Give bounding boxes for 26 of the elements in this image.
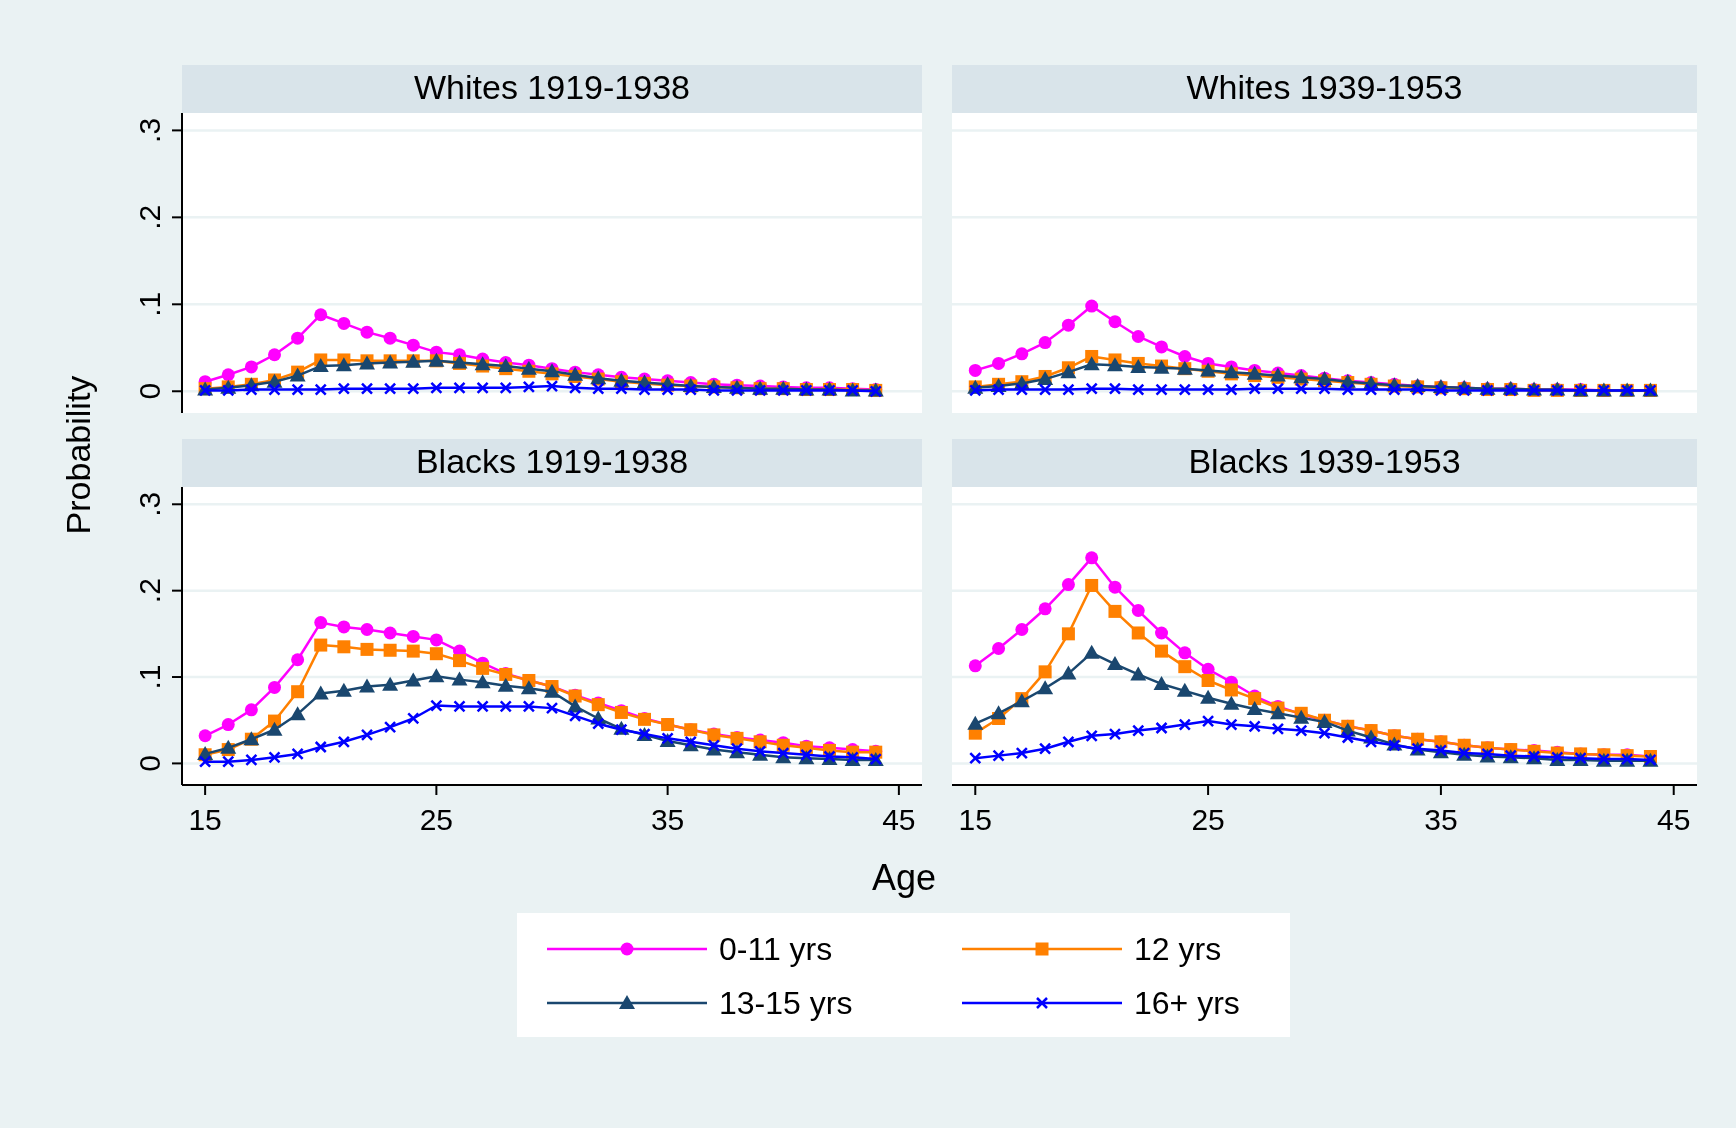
legend-label: 12 yrs xyxy=(1134,931,1222,967)
x-tick-label: 25 xyxy=(419,803,454,836)
x-tick-label: 25 xyxy=(1191,803,1225,836)
x-axis-title: Age xyxy=(871,857,937,898)
x-tick-label: 35 xyxy=(650,803,685,836)
y-tick-label: .3 xyxy=(133,491,166,517)
y-tick-label: .2 xyxy=(133,204,166,230)
legend-label: 13-15 yrs xyxy=(719,985,853,1021)
x-tick-label: 35 xyxy=(1424,803,1458,836)
legend-label: 0-11 yrs xyxy=(719,931,833,967)
chart-title: Whites 1939-1953 xyxy=(1186,68,1463,106)
chart-title: Blacks 1919-1938 xyxy=(415,442,689,480)
x-tick-label: 45 xyxy=(882,803,916,836)
x-tick-label: 15 xyxy=(958,803,992,836)
y-tick-label: .1 xyxy=(133,291,166,317)
y-tick-label: .2 xyxy=(133,578,166,604)
chart-title: Whites 1919-1938 xyxy=(414,68,690,106)
x-tick-label: 15 xyxy=(188,803,222,836)
x-tick-label: 45 xyxy=(1657,803,1691,836)
chart-title: Blacks 1939-1953 xyxy=(1188,442,1461,480)
y-axis-title: Probability xyxy=(59,375,97,535)
y-tick-label: .3 xyxy=(133,117,166,143)
y-tick-label: 0 xyxy=(133,382,166,400)
legend-label: 16+ yrs xyxy=(1134,985,1240,1021)
y-tick-label: .1 xyxy=(133,664,166,690)
y-tick-label: 0 xyxy=(133,755,166,772)
